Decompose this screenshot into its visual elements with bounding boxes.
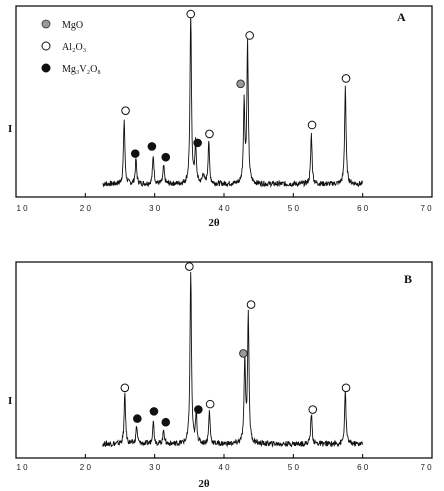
- x-tick-label: 4 0: [218, 204, 230, 213]
- x-tick-label: 4 0: [218, 463, 230, 472]
- al2o3-peak-marker: [120, 383, 130, 393]
- panel-a-xlabel: 2θ: [208, 217, 220, 229]
- x-tick-label: 6 0: [357, 204, 369, 213]
- panel-a: A I 2θ MgO Al₂O₃ Mg₃V₂O₈ 1 0 2 0 3 0 4 0 5 0…: [8, 5, 433, 229]
- al2o3-peak-marker: [121, 106, 130, 115]
- mgo-peak-marker: [236, 79, 245, 89]
- x-tick-label: 6 0: [357, 463, 369, 472]
- legend-item-al2o3: Al₂O₃: [41, 41, 86, 53]
- al2o3-peak-marker: [341, 74, 351, 83]
- mg3v2o8-peak-marker: [149, 407, 159, 416]
- legend: MgO Al₂O₃ Mg₃V₂O₈: [41, 19, 101, 75]
- legend-item-mg3v2o8: Mg₃V₂O₈: [41, 63, 101, 75]
- al2o3-peak-marker: [185, 262, 194, 271]
- panel-b-xlabel: 2θ: [198, 478, 210, 490]
- panel-a-ylabel: I: [8, 123, 12, 135]
- x-tick-label: 3 0: [149, 463, 161, 472]
- al2o3-peak-marker: [186, 9, 196, 19]
- legend-item-mgo: MgO: [41, 19, 83, 31]
- x-tick-label: 5 0: [288, 204, 300, 213]
- panel-a-frame: [15, 5, 433, 198]
- legend-label-al2o3: Al₂O₃: [62, 42, 86, 53]
- al2o3-peak-marker: [205, 399, 215, 409]
- mg3v2o8-peak-marker: [161, 417, 171, 427]
- al2o3-peak-marker: [308, 405, 318, 414]
- al2o3-peak-marker: [245, 31, 254, 40]
- panel-b-ylabel: I: [8, 395, 12, 407]
- x-tick-label: 1 0: [16, 463, 28, 472]
- al2o3-peak-marker: [341, 383, 351, 393]
- legend-label-mgo: MgO: [62, 20, 83, 31]
- x-tick-label: 7 0: [420, 204, 432, 213]
- legend-label-mg3v2o8: Mg₃V₂O₈: [62, 64, 101, 75]
- panel-b-label: B: [404, 272, 412, 286]
- mg3v2o8-peak-marker: [194, 405, 203, 414]
- mgo-marker-icon: [41, 19, 51, 29]
- al2o3-peak-marker: [246, 300, 256, 309]
- x-tick-label: 2 0: [80, 463, 92, 472]
- x-tick-label: 2 0: [80, 204, 92, 213]
- mgo-peak-marker: [239, 349, 248, 358]
- panel-b: B I 2θ 1 0 2 0 3 0 4 0 5 0 6 0 7 0: [8, 261, 433, 490]
- panel-a-label: A: [397, 10, 406, 24]
- panel-b-frame: [15, 261, 433, 459]
- xrd-pattern-line: [102, 13, 364, 188]
- al2o3-peak-marker: [205, 129, 214, 139]
- x-tick-label: 7 0: [420, 463, 432, 472]
- x-tick-label: 1 0: [16, 204, 28, 213]
- al2o3-peak-marker: [307, 120, 317, 130]
- x-tick-label: 5 0: [288, 463, 300, 472]
- mg3v2o8-marker-icon: [41, 63, 51, 73]
- xrd-pattern-line: [102, 271, 364, 448]
- mg3v2o8-peak-marker: [130, 149, 140, 158]
- mg3v2o8-peak-marker: [161, 152, 171, 162]
- x-tick-label: 3 0: [149, 204, 161, 213]
- mg3v2o8-peak-marker: [133, 414, 142, 423]
- mg3v2o8-peak-marker: [147, 142, 157, 151]
- al2o3-marker-icon: [41, 41, 51, 51]
- mg3v2o8-peak-marker: [193, 138, 202, 148]
